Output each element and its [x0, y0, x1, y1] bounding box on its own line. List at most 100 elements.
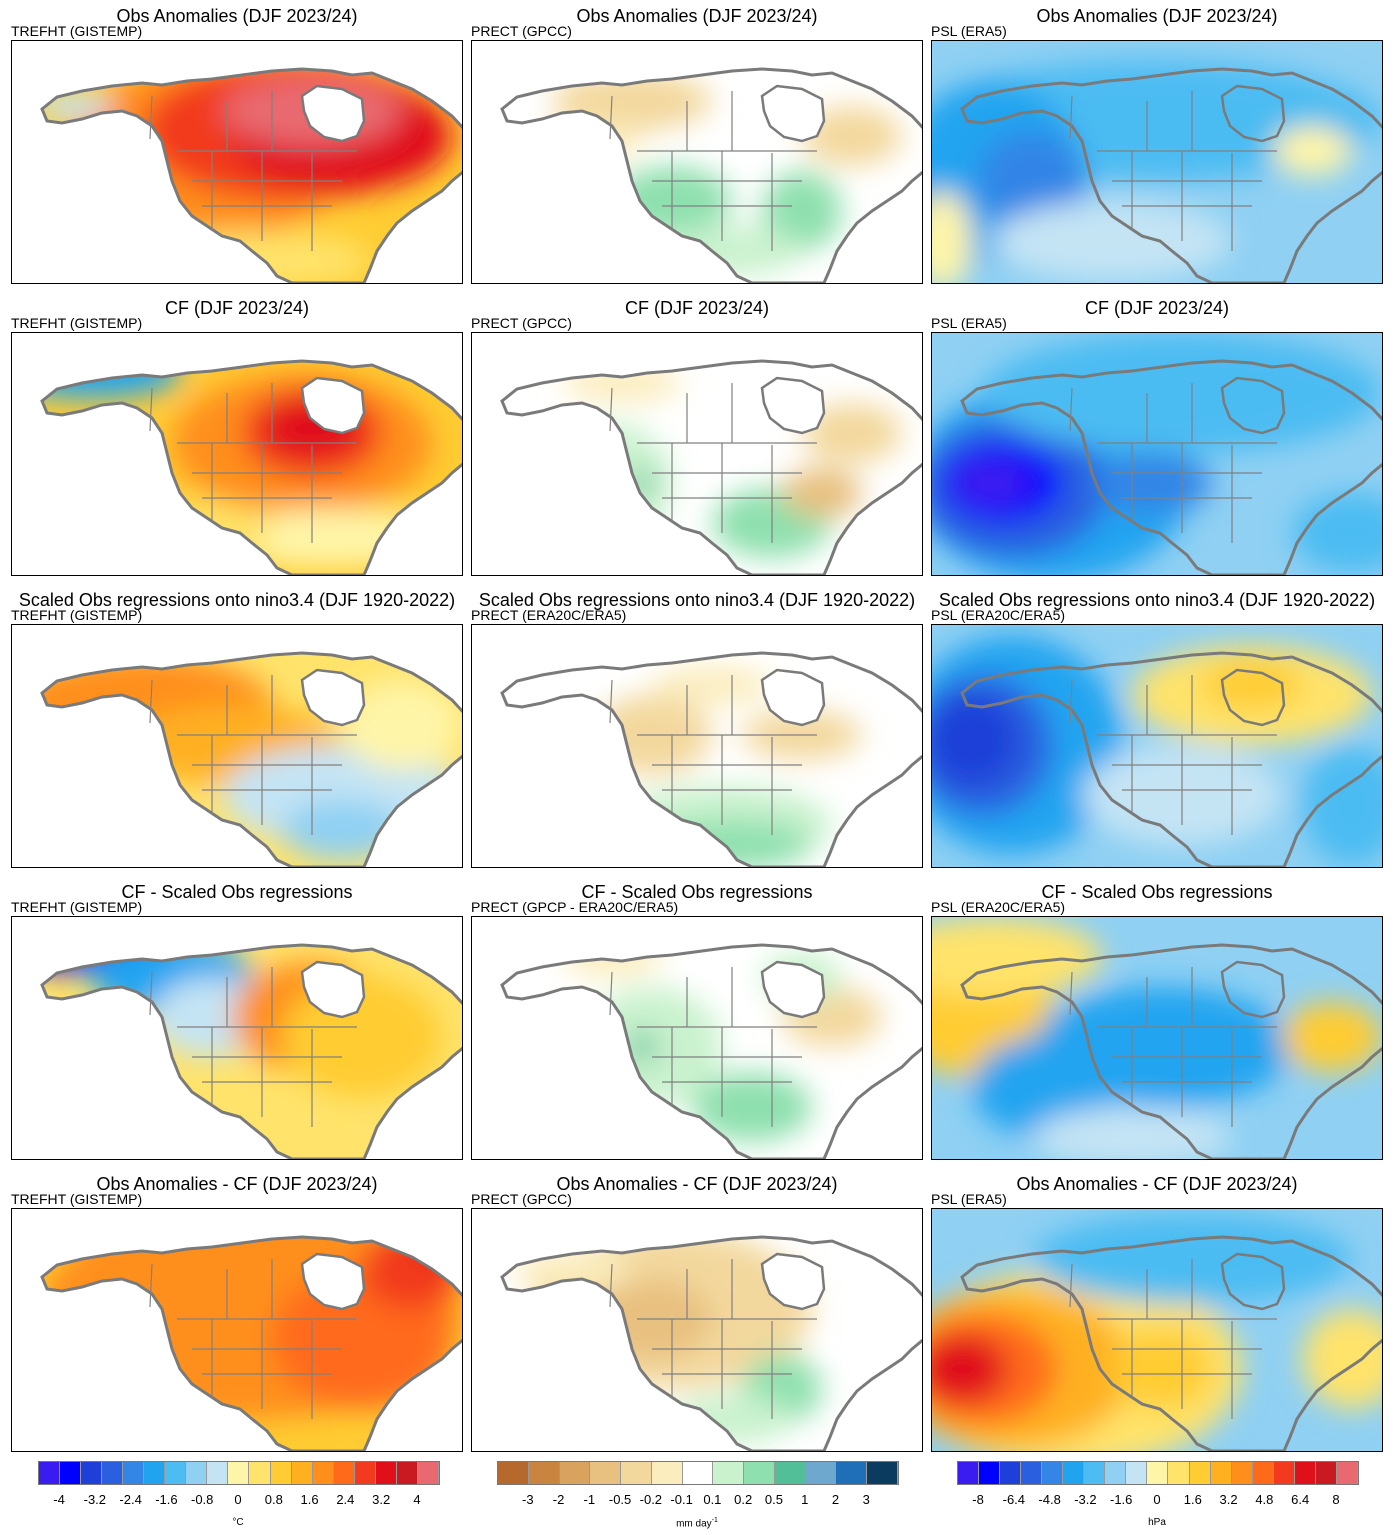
colorbar-tick-label: -3.2 [83, 1492, 107, 1507]
colorbar-swatch [682, 1462, 714, 1484]
colorbar-swatch [1021, 1462, 1043, 1484]
coastline [40, 67, 462, 283]
bay-coastline [760, 376, 826, 435]
colorbar-tick-label: -0.1 [670, 1492, 693, 1507]
hudson-bay [762, 378, 824, 433]
map-frame [931, 916, 1383, 1160]
colorbar-tick-label: 1.6 [300, 1492, 319, 1507]
colorbar-swatch [417, 1462, 439, 1484]
coastline [960, 943, 1382, 1159]
colorbar-swatch [1042, 1462, 1064, 1484]
anomaly-region [1032, 1107, 1232, 1159]
colorbar-tick-label: 2 [831, 1492, 840, 1507]
panel-variable-label: TREFHT (GISTEMP) [11, 1191, 143, 1207]
panel-variable-label: PSL (ERA20C/ERA5) [931, 899, 1066, 915]
anomaly-region [932, 1334, 1007, 1404]
map-panel: CF - Scaled Obs regressions PRECT (GPCP -… [471, 876, 923, 1166]
state-borders [1069, 967, 1277, 1127]
colorbar-tick-label: 4.8 [1255, 1492, 1274, 1507]
colorbar-swatch [958, 1462, 980, 1484]
anomaly-region [762, 171, 842, 251]
bay-coastline [1220, 960, 1286, 1019]
hudson-bay [302, 1254, 364, 1309]
colorbar-swatch [836, 1462, 868, 1484]
hudson-bay [762, 86, 824, 141]
anomaly-region [992, 201, 1232, 281]
anomaly-region [112, 503, 272, 563]
coastline [500, 943, 922, 1159]
anomaly-map [500, 359, 922, 575]
anomaly-map [40, 1235, 462, 1451]
map-frame [11, 624, 463, 868]
panel-title: Obs Anomalies - CF (DJF 2023/24) [1016, 1174, 1298, 1194]
colorbar-swatch [1252, 1462, 1274, 1484]
panel-title: Scaled Obs regressions onto nino3.4 (DJF… [18, 590, 456, 610]
anomaly-map [40, 943, 462, 1159]
colorbar-unit: °C [232, 1517, 244, 1528]
hudson-bay [302, 378, 364, 433]
panel-variable-label: PRECT (GPCP - ERA20C/ERA5) [471, 899, 679, 915]
colorbar-tick-label: 0 [234, 1492, 242, 1507]
state-borders [1069, 1259, 1277, 1419]
coastline [500, 651, 922, 867]
anomaly-region [1112, 1329, 1212, 1409]
anomaly-region [1292, 493, 1382, 573]
colorbar-swatch [1294, 1462, 1316, 1484]
state-borders [609, 383, 817, 543]
coastline [960, 651, 1382, 867]
colorbar-swatch [375, 1462, 397, 1484]
colorbar-swatch [102, 1462, 124, 1484]
colorbar-tick-label: 1.6 [1183, 1492, 1202, 1507]
map-frame [931, 332, 1383, 576]
hudson-bay [762, 962, 824, 1017]
panel-variable-label: PRECT (GPCC) [471, 1191, 572, 1207]
anomaly-map [932, 1209, 1382, 1451]
anomaly-region [282, 800, 402, 860]
colorbar-swatch [774, 1462, 806, 1484]
unit-superscript: -1 [711, 1517, 718, 1524]
colorbar-tick-label: -6.4 [1002, 1492, 1026, 1507]
anomaly-region [802, 106, 902, 166]
colorbar-tick-label: -2.4 [119, 1492, 142, 1507]
bay-coastline [760, 1252, 826, 1311]
panel-title: Obs Anomalies (DJF 2023/24) [116, 6, 358, 26]
anomaly-map [500, 943, 922, 1159]
colorbar-tick-label: -4 [53, 1492, 65, 1507]
colorbar-unit: mm day-1 [676, 1517, 718, 1529]
map-frame [931, 1208, 1383, 1452]
colorbar-swatch [291, 1462, 313, 1484]
colorbar-tick-label: -1 [583, 1492, 596, 1507]
colorbar-tick-label: 0 [1153, 1492, 1161, 1507]
anomaly-map [500, 67, 922, 283]
colorbar-tick-label: 2.4 [336, 1492, 355, 1507]
bay-coastline [1220, 1252, 1286, 1311]
colorbar-tick-label: -2 [552, 1492, 565, 1507]
map-panel: Obs Anomalies - CF (DJF 2023/24) PRECT (G… [471, 1168, 923, 1458]
colorbar-tick-label: -4.8 [1038, 1492, 1061, 1507]
bay-coastline [300, 84, 366, 143]
map-panel: Obs Anomalies - CF (DJF 2023/24) TREFHT (… [11, 1168, 463, 1458]
state-borders [1069, 675, 1277, 835]
colorbar-swatch [1147, 1462, 1169, 1484]
state-borders [149, 383, 357, 543]
map-frame [471, 1208, 923, 1452]
map-frame [471, 624, 923, 868]
map-frame [931, 624, 1383, 868]
map-panel: CF (DJF 2023/24) TREFHT (GISTEMP) [11, 292, 463, 582]
anomaly-region [552, 71, 712, 131]
colorbar-swatch [270, 1462, 292, 1484]
panel-title: CF (DJF 2023/24) [164, 298, 310, 318]
anomaly-region [562, 363, 682, 403]
colorbar-swatch [1189, 1462, 1211, 1484]
map-frame [11, 1208, 463, 1452]
map-panel: Obs Anomalies (DJF 2023/24) PRECT (GPCC) [471, 0, 923, 290]
state-borders [609, 675, 817, 835]
colorbar-swatch [1273, 1462, 1295, 1484]
colorbar-tick-label: -8 [972, 1492, 984, 1507]
anomaly-region [932, 695, 1017, 785]
coastline [500, 67, 922, 283]
coastline [500, 359, 922, 575]
colorbar-swatches [957, 1461, 1359, 1485]
colorbar-swatch [39, 1462, 61, 1484]
colorbar-swatch [1315, 1462, 1337, 1484]
